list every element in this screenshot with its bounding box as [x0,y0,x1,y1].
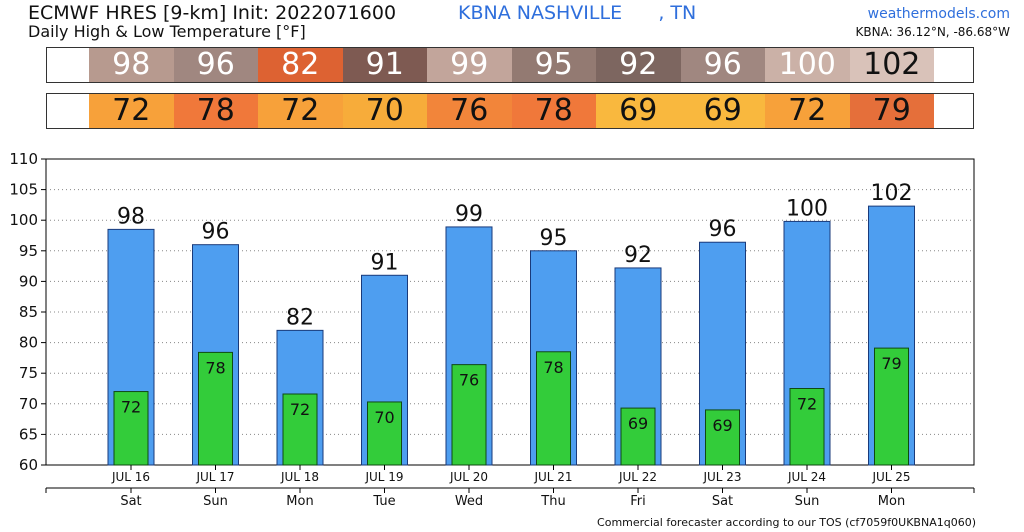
high-strip-cell: 96 [680,48,765,82]
low-bar [198,351,233,466]
location-label: KBNA NASHVILLE , TN [458,2,697,24]
x-date-label: JUL 19 [364,470,403,484]
chart-title: ECMWF HRES [9-km] Init: 2022071600 [28,2,397,24]
low-strip-cell: 69 [680,94,765,128]
x-day-label: Fri [630,494,646,509]
low-strip-cell: 76 [427,94,512,128]
low-value-label: 78 [543,358,563,377]
high-value-label: 96 [709,217,737,242]
x-day-label: Wed [455,494,483,509]
x-date-label: JUL 22 [618,470,657,484]
high-value-label: 99 [455,202,483,227]
x-day-label: Mon [878,494,905,509]
low-bar [536,351,571,466]
x-date-label: JUL 17 [195,470,234,484]
y-tick-label: 105 [9,181,38,199]
low-temperature-strip: 72 78 72 70 76 78 69 69 72 79 [46,93,974,129]
high-strip-cell: 91 [342,48,427,82]
high-strip-cell: 98 [89,48,174,82]
high-strip-cell: 102 [849,48,934,82]
high-strip-cell: 99 [427,48,512,82]
high-temperature-strip: 98 96 82 91 99 95 92 96 100 102 [46,47,974,83]
x-day-label: Sat [712,494,733,509]
low-value-label: 76 [459,371,479,390]
y-tick-label: 90 [19,272,38,290]
low-strip-cell: 69 [596,94,681,128]
y-tick-label: 60 [19,456,38,474]
high-value-label: 98 [117,204,145,229]
low-bar [620,407,656,466]
high-value-label: 100 [786,196,828,221]
low-strip-cell: 72 [258,94,343,128]
high-strip-cell: 100 [765,48,850,82]
low-bar [874,347,909,466]
x-date-label: JUL 18 [280,470,319,484]
site-link[interactable]: weathermodels.com [867,6,1010,22]
low-value-label: 72 [121,398,141,417]
low-strip-cell: 72 [89,94,174,128]
high-value-label: 102 [871,181,913,206]
x-day-label: Sun [203,494,228,509]
low-strip-cell: 72 [765,94,850,128]
x-day-label: Mon [286,494,313,509]
high-value-label: 96 [202,220,230,245]
x-date-label: JUL 21 [533,470,572,484]
footer-note: Commercial forecaster according to our T… [597,516,976,529]
low-strip-cell: 79 [849,94,934,128]
y-tick-label: 100 [9,211,38,229]
low-value-label: 69 [628,414,648,433]
y-tick-label: 80 [19,334,38,352]
low-strip-cell: 78 [173,94,258,128]
x-date-label: JUL 24 [787,470,826,484]
low-value-label: 72 [290,400,310,419]
high-strip-cell: 82 [258,48,343,82]
low-value-label: 78 [205,358,225,377]
x-day-label: Thu [540,494,565,509]
high-value-label: 82 [286,305,314,330]
x-date-label: JUL 25 [871,470,910,484]
low-bar [789,388,825,466]
low-strip-cell: 78 [511,94,596,128]
high-value-label: 91 [371,250,399,275]
high-strip-cell: 96 [173,48,258,82]
low-strip-cell: 70 [342,94,427,128]
y-tick-label: 75 [19,364,38,382]
low-bar [705,409,740,466]
y-tick-label: 85 [19,303,38,321]
low-value-label: 69 [712,416,732,435]
y-tick-label: 95 [19,242,38,260]
x-date-label: JUL 23 [702,470,741,484]
high-value-label: 92 [624,243,652,268]
low-bar [367,401,402,466]
low-value-label: 79 [881,354,901,373]
x-date-label: JUL 20 [449,470,488,484]
high-value-label: 95 [540,226,568,251]
y-tick-label: 65 [19,425,38,443]
x-day-label: Tue [372,494,395,509]
x-day-label: Sun [795,494,820,509]
high-strip-cell: 95 [511,48,596,82]
station-coordinates: KBNA: 36.12°N, -86.68°W [855,25,1010,39]
high-strip-cell: 92 [596,48,681,82]
y-tick-label: 70 [19,395,38,413]
y-tick-label: 110 [9,150,38,168]
x-date-label: JUL 16 [111,470,150,484]
low-value-label: 70 [374,408,394,427]
low-value-label: 72 [797,395,817,414]
chart-subtitle: Daily High & Low Temperature [°F] [28,22,306,41]
low-bar [113,391,149,466]
low-bar [451,364,487,466]
x-day-label: Sat [120,494,141,509]
